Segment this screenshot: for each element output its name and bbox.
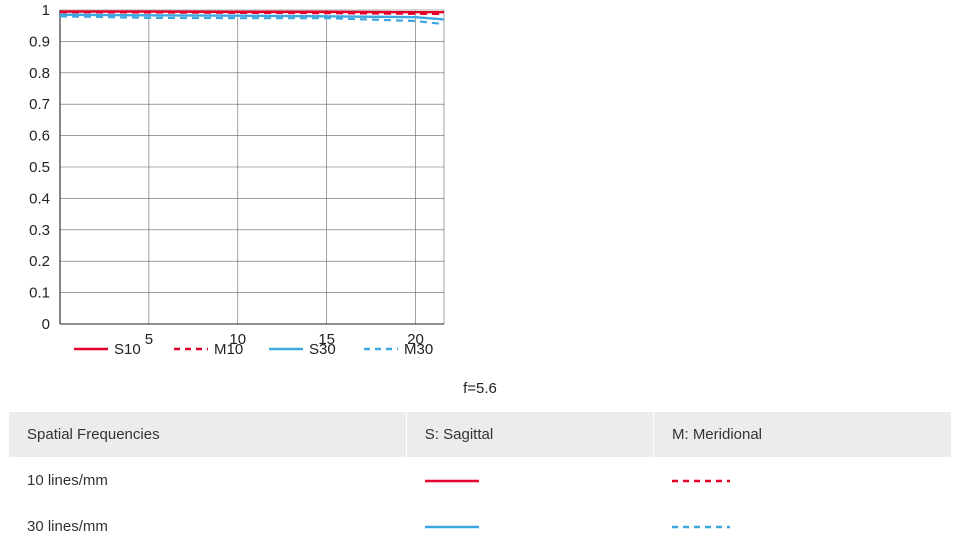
- svg-text:S10: S10: [114, 341, 141, 358]
- mtf-chart: 00.10.20.30.40.50.60.70.80.915101520S10M…: [4, 4, 484, 374]
- legend-table: Spatial Frequencies S: Sagittal M: Merid…: [8, 411, 952, 550]
- table-header-row: Spatial Frequencies S: Sagittal M: Merid…: [9, 412, 952, 458]
- svg-text:1: 1: [42, 4, 50, 19]
- row-label: 30 lines/mm: [9, 504, 407, 550]
- svg-text:0: 0: [42, 316, 50, 333]
- svg-text:5: 5: [145, 331, 153, 348]
- svg-text:0.2: 0.2: [29, 253, 50, 270]
- svg-text:0.7: 0.7: [29, 96, 50, 113]
- th-meridional: M: Meridional: [653, 412, 951, 458]
- table-row: 30 lines/mm: [9, 504, 952, 550]
- chart-caption: f=5.6: [0, 380, 960, 397]
- svg-text:0.5: 0.5: [29, 159, 50, 176]
- svg-text:0.8: 0.8: [29, 65, 50, 82]
- th-sagittal: S: Sagittal: [406, 412, 653, 458]
- svg-text:S30: S30: [309, 341, 336, 358]
- th-spatial: Spatial Frequencies: [9, 412, 407, 458]
- svg-text:0.4: 0.4: [29, 190, 50, 207]
- page: 00.10.20.30.40.50.60.70.80.915101520S10M…: [0, 4, 960, 550]
- svg-text:M30: M30: [404, 341, 433, 358]
- table-row: 10 lines/mm: [9, 458, 952, 504]
- row-meridional-swatch: [653, 504, 951, 550]
- row-sagittal-swatch: [406, 458, 653, 504]
- svg-text:0.9: 0.9: [29, 33, 50, 50]
- row-meridional-swatch: [653, 458, 951, 504]
- chart-svg: 00.10.20.30.40.50.60.70.80.915101520S10M…: [4, 4, 474, 374]
- svg-text:0.3: 0.3: [29, 222, 50, 239]
- svg-text:M10: M10: [214, 341, 243, 358]
- row-sagittal-swatch: [406, 504, 653, 550]
- svg-text:0.6: 0.6: [29, 128, 50, 145]
- svg-text:0.1: 0.1: [29, 285, 50, 302]
- row-label: 10 lines/mm: [9, 458, 407, 504]
